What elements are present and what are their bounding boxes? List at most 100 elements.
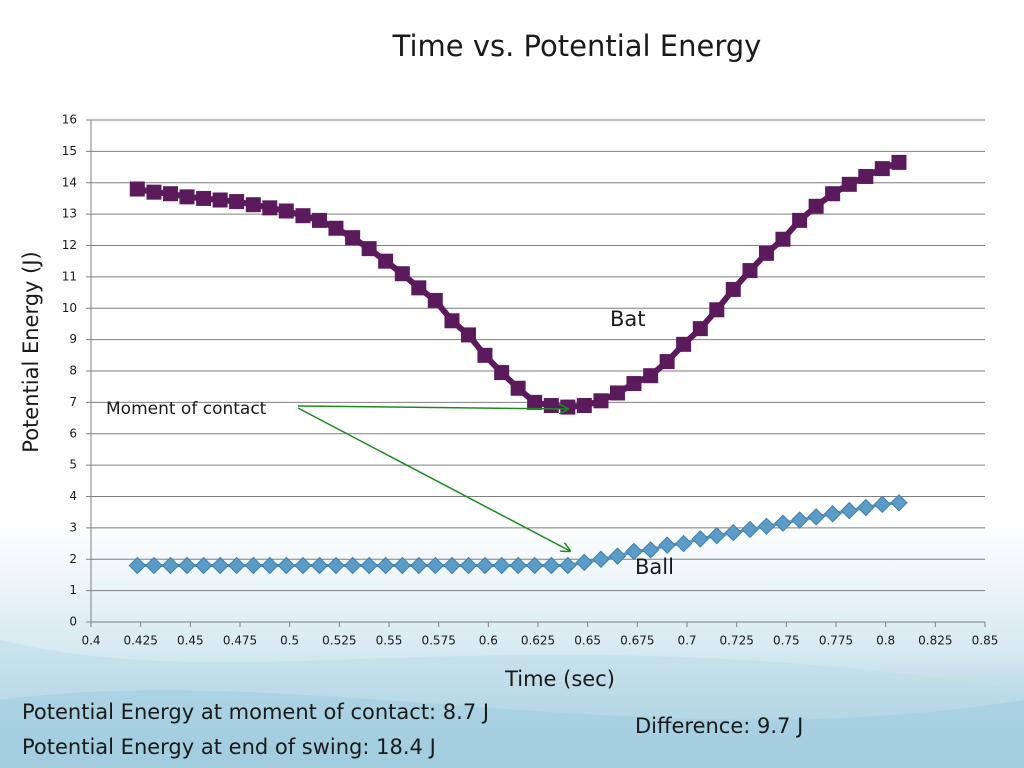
marker xyxy=(277,556,295,575)
marker xyxy=(857,498,875,517)
marker xyxy=(328,220,344,236)
marker xyxy=(426,556,444,575)
note: Potential Energy at end of swing: 18.4 J xyxy=(22,735,436,759)
arrow xyxy=(297,406,568,409)
x-tick-label: 0.425 xyxy=(123,634,157,648)
marker xyxy=(774,514,792,532)
marker xyxy=(295,208,311,224)
x-tick-label: 0.475 xyxy=(223,634,257,648)
marker xyxy=(775,231,791,247)
x-tick-label: 0.85 xyxy=(972,634,999,648)
y-tick-label: 12 xyxy=(62,238,77,252)
marker xyxy=(593,393,609,409)
marker xyxy=(211,556,229,575)
marker xyxy=(825,186,841,202)
marker xyxy=(709,302,725,318)
wave xyxy=(0,690,1024,768)
marker xyxy=(692,321,708,337)
y-tick-label: 5 xyxy=(69,458,77,472)
marker xyxy=(874,161,890,177)
marker xyxy=(411,280,427,296)
y-tick-label: 11 xyxy=(62,269,77,283)
marker xyxy=(378,253,394,269)
marker xyxy=(427,292,443,308)
x-tick-label: 0.675 xyxy=(620,634,654,648)
marker xyxy=(823,505,842,523)
marker xyxy=(742,263,758,279)
y-tick-label: 14 xyxy=(62,175,77,189)
marker xyxy=(559,556,577,575)
marker xyxy=(641,541,660,559)
marker xyxy=(343,556,362,575)
y-tick-label: 13 xyxy=(62,207,77,221)
marker xyxy=(659,354,675,370)
marker xyxy=(625,542,643,561)
x-tick-label: 0.6 xyxy=(479,634,498,648)
note: Difference: 9.7 J xyxy=(635,714,803,738)
marker xyxy=(245,197,261,213)
chart-title: Time vs. Potential Energy xyxy=(392,29,762,63)
x-tick-label: 0.65 xyxy=(574,634,601,648)
marker xyxy=(757,517,776,536)
marker xyxy=(891,154,907,170)
marker xyxy=(459,556,478,575)
x-axis-label: Time (sec) xyxy=(504,667,615,691)
y-axis-label: Potential Energy (J) xyxy=(19,251,43,452)
y-tick-label: 8 xyxy=(69,364,77,378)
marker xyxy=(311,212,327,228)
x-tick-label: 0.575 xyxy=(421,634,455,648)
y-tick-label: 7 xyxy=(69,395,77,409)
x-tick-label: 0.525 xyxy=(322,634,356,648)
marker xyxy=(790,511,809,529)
x-tick-label: 0.55 xyxy=(376,634,403,648)
y-tick-label: 1 xyxy=(69,583,77,597)
marker xyxy=(196,190,212,206)
marker xyxy=(361,241,377,257)
marker xyxy=(492,556,511,575)
marker xyxy=(725,281,741,297)
marker xyxy=(212,192,228,208)
marker xyxy=(393,556,412,575)
marker xyxy=(162,186,178,202)
marker xyxy=(858,168,874,184)
marker xyxy=(741,520,759,539)
marker xyxy=(658,536,676,554)
marker xyxy=(527,394,543,410)
marker xyxy=(161,556,180,575)
marker xyxy=(643,368,659,384)
marker xyxy=(360,556,378,575)
marker xyxy=(178,556,196,575)
marker xyxy=(543,398,559,414)
x-tick-label: 0.825 xyxy=(918,634,952,648)
annotation: Bat xyxy=(610,307,646,331)
marker xyxy=(807,508,825,526)
marker xyxy=(229,194,245,210)
x-tick-label: 0.775 xyxy=(819,634,853,648)
marker xyxy=(758,245,774,261)
y-tick-label: 16 xyxy=(62,113,77,127)
marker xyxy=(792,212,808,228)
marker xyxy=(345,230,361,246)
marker xyxy=(840,501,859,520)
marker xyxy=(560,399,576,415)
marker xyxy=(674,534,693,553)
marker xyxy=(626,376,642,392)
note: Potential Energy at moment of contact: 8… xyxy=(22,700,489,724)
marker xyxy=(890,494,908,512)
x-tick-label: 0.45 xyxy=(177,634,204,648)
marker xyxy=(179,189,195,205)
marker xyxy=(510,380,526,396)
y-tick-label: 0 xyxy=(69,615,77,629)
marker xyxy=(477,347,493,363)
marker xyxy=(576,398,592,414)
marker xyxy=(262,200,278,216)
marker xyxy=(146,184,162,200)
marker xyxy=(394,266,410,282)
marker xyxy=(410,556,428,575)
marker xyxy=(592,550,610,568)
marker xyxy=(608,547,627,565)
marker xyxy=(609,385,625,401)
marker xyxy=(227,556,246,575)
marker xyxy=(376,556,395,575)
